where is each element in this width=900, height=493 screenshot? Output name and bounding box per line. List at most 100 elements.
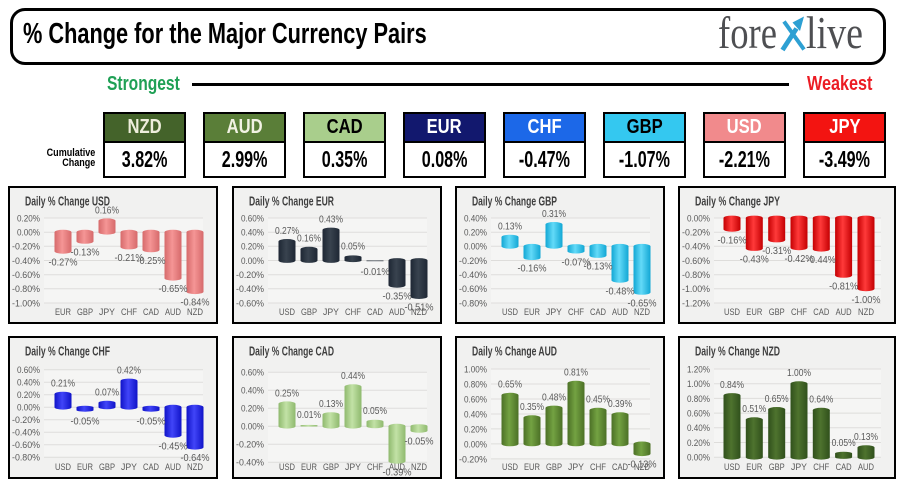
svg-text:JPY: JPY bbox=[546, 307, 563, 318]
svg-text:0.25%: 0.25% bbox=[275, 387, 299, 399]
svg-text:-0.60%: -0.60% bbox=[236, 298, 265, 309]
svg-text:-0.44%: -0.44% bbox=[807, 254, 836, 266]
svg-text:live: live bbox=[806, 11, 863, 57]
svg-text:NZD: NZD bbox=[634, 462, 650, 473]
svg-text:0.20%: 0.20% bbox=[241, 242, 264, 253]
svg-text:0.00%: 0.00% bbox=[464, 242, 487, 253]
svg-text:0.40%: 0.40% bbox=[464, 213, 487, 224]
svg-text:-0.13%: -0.13% bbox=[628, 459, 657, 471]
svg-text:USD: USD bbox=[279, 462, 295, 473]
svg-text:-0.43%: -0.43% bbox=[740, 254, 769, 266]
svg-text:-0.40%: -0.40% bbox=[236, 284, 265, 295]
svg-text:USD: USD bbox=[279, 307, 295, 318]
svg-text:-1.00%: -1.00% bbox=[852, 294, 881, 306]
svg-text:-0.81%: -0.81% bbox=[829, 280, 858, 292]
svg-text:AUD: AUD bbox=[612, 307, 628, 318]
svg-text:CAD: CAD bbox=[143, 307, 159, 318]
svg-text:GBP: GBP bbox=[77, 307, 93, 318]
svg-text:CAD: CAD bbox=[143, 462, 159, 473]
svg-text:GBP: GBP bbox=[769, 462, 785, 473]
svg-text:0.20%: 0.20% bbox=[17, 390, 40, 401]
svg-text:0.44%: 0.44% bbox=[341, 370, 365, 382]
svg-text:-0.05%: -0.05% bbox=[71, 415, 100, 427]
svg-text:-0.45%: -0.45% bbox=[159, 440, 188, 452]
svg-text:0.20%: 0.20% bbox=[241, 404, 264, 415]
svg-text:-0.65%: -0.65% bbox=[628, 297, 657, 309]
svg-text:-0.20%: -0.20% bbox=[12, 415, 41, 426]
svg-text:0.60%: 0.60% bbox=[241, 368, 264, 379]
svg-text:-0.20%: -0.20% bbox=[459, 256, 488, 267]
svg-text:Daily % Change NZD: Daily % Change NZD bbox=[695, 345, 780, 359]
svg-text:1.00%: 1.00% bbox=[687, 379, 710, 390]
svg-text:NZD: NZD bbox=[411, 462, 427, 473]
svg-text:-1.00%: -1.00% bbox=[682, 284, 711, 295]
svg-text:USD: USD bbox=[724, 307, 740, 318]
svg-text:0.20%: 0.20% bbox=[17, 213, 40, 224]
svg-text:CAD: CAD bbox=[367, 307, 383, 318]
svg-text:-0.20%: -0.20% bbox=[12, 242, 41, 253]
svg-text:-0.16%: -0.16% bbox=[718, 234, 747, 246]
svg-text:AUD: AUD bbox=[389, 307, 405, 318]
svg-text:-0.40%: -0.40% bbox=[236, 458, 265, 469]
svg-text:JPY: JPY bbox=[99, 307, 116, 318]
svg-text:0.13%: 0.13% bbox=[854, 431, 878, 443]
svg-text:-0.07%: -0.07% bbox=[562, 256, 591, 268]
svg-text:0.00%: 0.00% bbox=[17, 228, 40, 239]
svg-text:-0.13%: -0.13% bbox=[584, 261, 613, 273]
svg-text:-0.80%: -0.80% bbox=[12, 284, 41, 295]
svg-text:0.21%: 0.21% bbox=[51, 378, 75, 390]
svg-text:-0.20%: -0.20% bbox=[236, 270, 265, 281]
svg-text:0.00%: 0.00% bbox=[687, 213, 710, 224]
svg-text:AUD: AUD bbox=[858, 462, 874, 473]
svg-text:-0.35%: -0.35% bbox=[383, 290, 412, 302]
svg-text:0.20%: 0.20% bbox=[464, 228, 487, 239]
svg-text:-0.05%: -0.05% bbox=[405, 436, 434, 448]
svg-text:NZD: NZD bbox=[411, 307, 427, 318]
svg-text:CHF: CHF bbox=[121, 307, 137, 318]
svg-text:JPY: JPY bbox=[121, 462, 138, 473]
svg-text:-0.40%: -0.40% bbox=[12, 428, 41, 439]
svg-text:USD: USD bbox=[55, 462, 71, 473]
svg-text:0.00%: 0.00% bbox=[241, 256, 264, 267]
svg-text:0.31%: 0.31% bbox=[542, 208, 566, 220]
svg-text:-0.13%: -0.13% bbox=[71, 246, 100, 258]
svg-text:-0.40%: -0.40% bbox=[12, 256, 41, 267]
svg-text:0.07%: 0.07% bbox=[95, 386, 119, 398]
svg-text:USD: USD bbox=[502, 462, 518, 473]
svg-text:0.40%: 0.40% bbox=[687, 423, 710, 434]
svg-text:0.40%: 0.40% bbox=[464, 409, 487, 420]
svg-text:0.39%: 0.39% bbox=[608, 398, 632, 410]
svg-text:fore: fore bbox=[718, 11, 777, 57]
svg-text:GBP: GBP bbox=[546, 462, 562, 473]
svg-text:NZD: NZD bbox=[187, 462, 203, 473]
svg-text:CHF: CHF bbox=[568, 307, 584, 318]
svg-text:0.64%: 0.64% bbox=[809, 394, 833, 406]
svg-text:CAD: CAD bbox=[836, 462, 852, 473]
svg-text:CAD: CAD bbox=[813, 307, 829, 318]
svg-text:Daily % Change CHF: Daily % Change CHF bbox=[25, 345, 110, 359]
svg-text:USD: USD bbox=[724, 462, 740, 473]
svg-text:0.80%: 0.80% bbox=[464, 379, 487, 390]
svg-text:Daily % Change JPY: Daily % Change JPY bbox=[695, 195, 780, 209]
svg-text:0.00%: 0.00% bbox=[464, 439, 487, 450]
svg-text:0.05%: 0.05% bbox=[363, 405, 387, 417]
svg-text:0.40%: 0.40% bbox=[241, 386, 264, 397]
svg-text:CHF: CHF bbox=[367, 462, 383, 473]
svg-text:CHF: CHF bbox=[590, 462, 606, 473]
svg-text:-0.16%: -0.16% bbox=[518, 263, 547, 275]
svg-text:0.01%: 0.01% bbox=[297, 409, 321, 421]
svg-text:-0.60%: -0.60% bbox=[12, 270, 41, 281]
svg-text:-0.31%: -0.31% bbox=[762, 245, 791, 257]
svg-text:0.51%: 0.51% bbox=[742, 403, 766, 415]
svg-text:EUR: EUR bbox=[524, 307, 540, 318]
svg-text:GBP: GBP bbox=[769, 307, 785, 318]
svg-text:-0.40%: -0.40% bbox=[682, 242, 711, 253]
svg-text:NZD: NZD bbox=[634, 307, 650, 318]
svg-text:0.05%: 0.05% bbox=[832, 437, 856, 449]
svg-text:-0.51%: -0.51% bbox=[405, 302, 434, 314]
svg-text:GBP: GBP bbox=[301, 307, 317, 318]
svg-text:-0.65%: -0.65% bbox=[159, 283, 188, 295]
svg-text:JPY: JPY bbox=[568, 462, 585, 473]
svg-text:1.00%: 1.00% bbox=[787, 367, 811, 379]
svg-text:0.00%: 0.00% bbox=[17, 403, 40, 414]
